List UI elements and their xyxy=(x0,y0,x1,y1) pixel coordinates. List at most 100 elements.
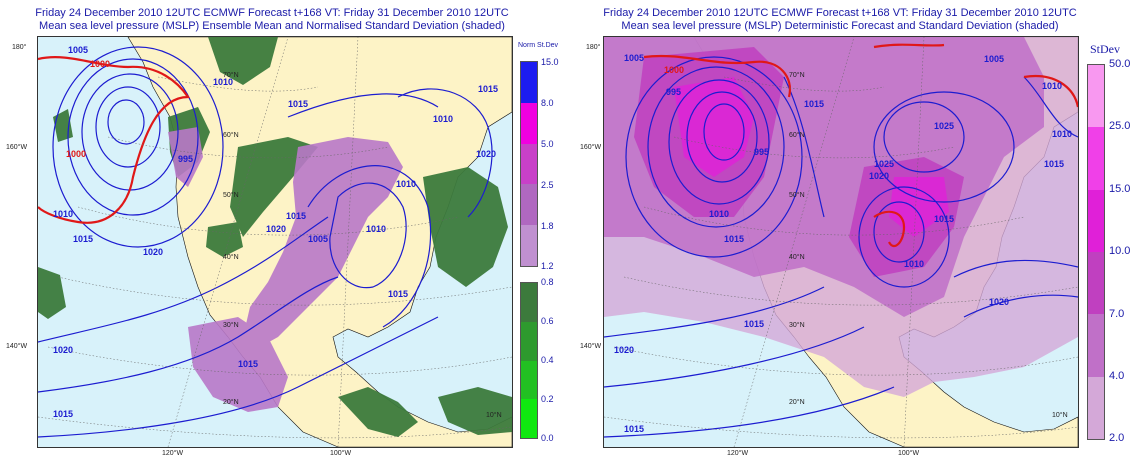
right-isobar-label: 1015 xyxy=(1044,159,1064,169)
right-title-line2: Mean sea level pressure (MSLP) Determini… xyxy=(621,20,1059,32)
right-grid-label: 20°N xyxy=(789,398,805,406)
left-legend-swatch xyxy=(521,184,537,226)
left-title-line2: Mean sea level pressure (MSLP) Ensemble … xyxy=(39,20,505,32)
left-grid-label: 60°N xyxy=(223,131,239,139)
left-isobar-label: 1005 xyxy=(68,45,88,55)
left-isobar-label: 1015 xyxy=(53,409,73,419)
right-legend-label: 4.0 xyxy=(1109,370,1125,382)
left-lon-160w-label: 160°W xyxy=(6,144,28,151)
right-lon-160w-label: 160°W xyxy=(580,144,602,151)
right-title-line1: Friday 24 December 2010 12UTC ECMWF Fore… xyxy=(603,7,1077,19)
left-legend-label: 1.2 xyxy=(541,261,554,271)
left-legend-swatch xyxy=(521,360,537,400)
left-legend-label: 5.0 xyxy=(541,139,554,149)
right-isobar-label: 1015 xyxy=(724,234,744,244)
right-map: 1000 995 1005 1010 1015 1025 1025 1020 1… xyxy=(603,36,1079,448)
right-red-contour-low xyxy=(873,210,906,248)
left-lon-180-label: 180° xyxy=(12,44,27,51)
left-legend-label: 0.6 xyxy=(541,316,554,326)
right-legend-label: 2.0 xyxy=(1109,432,1125,444)
right-isobar-label: 1015 xyxy=(934,214,954,224)
right-lon-140w-label: 140°W xyxy=(580,343,602,350)
right-lon-180-label: 180° xyxy=(586,44,601,51)
left-grid-label: 20°N xyxy=(223,398,239,406)
right-red-contour-ne xyxy=(873,43,945,49)
right-lon-100w-label: 100°W xyxy=(898,450,920,457)
right-legend-swatch xyxy=(1088,189,1104,252)
right-grid-label: 10°N xyxy=(1052,411,1068,419)
right-legend-label: 50.0 xyxy=(1109,58,1131,70)
right-legend-swatch xyxy=(1088,127,1104,190)
left-legend-label: 8.0 xyxy=(541,98,554,108)
left-isobar-label: 1015 xyxy=(73,234,93,244)
left-grid-label: 50°N xyxy=(223,191,239,199)
right-grid-label: 40°N xyxy=(789,253,805,261)
left-isobar-label: 1000 xyxy=(66,149,86,159)
left-isobar-label: 1020 xyxy=(266,224,286,234)
left-isobar-label: 1020 xyxy=(53,345,73,355)
left-lon-100w-label: 100°W xyxy=(330,450,352,457)
left-isobar-label: 1015 xyxy=(288,99,308,109)
left-red-contour xyxy=(38,56,191,224)
right-legend-bar xyxy=(1087,64,1105,440)
left-legend-swatch xyxy=(521,102,537,144)
right-legend-swatch xyxy=(1088,376,1104,439)
left-grid-label: 10°N xyxy=(486,411,502,419)
right-isobar-label: 1005 xyxy=(984,54,1004,64)
left-legend-label: 15.0 xyxy=(541,57,559,67)
right-legend-label: 10.0 xyxy=(1109,245,1131,257)
left-legend-bar-upper xyxy=(520,61,538,267)
right-isobar-label: 1020 xyxy=(869,171,889,181)
right-legend-swatch xyxy=(1088,252,1104,315)
right-isobar-label: 1020 xyxy=(989,297,1009,307)
left-isobar-label: 1015 xyxy=(238,359,258,369)
right-legend-label: 25.0 xyxy=(1109,120,1131,132)
left-legend-title: Norm St.Dev xyxy=(518,42,559,49)
left-legend-swatch xyxy=(521,62,537,103)
right-isobar-label: 1020 xyxy=(614,345,634,355)
right-graticule xyxy=(604,37,1078,447)
left-legend-label: 0.2 xyxy=(541,394,554,404)
right-legend-title: StDev xyxy=(1090,42,1120,56)
left-grid-label: 40°N xyxy=(223,253,239,261)
left-isobar-label: 1010 xyxy=(53,209,73,219)
left-isobar-label: 1010 xyxy=(433,114,453,124)
left-legend-label: 2.5 xyxy=(541,180,554,190)
right-isobar-label: 995 xyxy=(666,87,681,97)
left-green-shade xyxy=(38,37,512,437)
right-red-contour-n xyxy=(1023,74,1078,108)
right-legend-label: 15.0 xyxy=(1109,183,1131,195)
left-legend-label: 1.8 xyxy=(541,221,554,231)
right-isobar-label: 1015 xyxy=(804,99,824,109)
left-lon-140w-label: 140°W xyxy=(6,343,28,350)
right-isobar-label: 1015 xyxy=(624,424,644,434)
right-map-svg: 1000 995 1005 1010 1015 1025 1025 1020 1… xyxy=(604,37,1078,447)
right-legend-swatch xyxy=(1088,314,1104,377)
left-legend-swatch xyxy=(521,143,537,185)
left-isobar-label: 1015 xyxy=(286,211,306,221)
left-graticule xyxy=(38,37,512,447)
right-isobar-label: 1010 xyxy=(1042,81,1062,91)
right-grid-label: 60°N xyxy=(789,131,805,139)
left-isobar-label: 995 xyxy=(178,154,193,164)
right-isobar-label: 1010 xyxy=(904,259,924,269)
right-isobar-label: 1000 xyxy=(664,65,684,75)
right-grid-label: 30°N xyxy=(789,321,805,329)
left-isobar-label: 1020 xyxy=(476,149,496,159)
right-isobar-label: 1010 xyxy=(1052,129,1072,139)
right-lon-120w-label: 120°W xyxy=(727,450,749,457)
right-panel: Friday 24 December 2010 12UTC ECMWF Fore… xyxy=(570,0,1139,467)
left-legend-swatch xyxy=(521,283,537,322)
left-legend-label: 0.4 xyxy=(541,355,554,365)
left-title-line1: Friday 24 December 2010 12UTC ECMWF Fore… xyxy=(35,7,509,19)
left-legend-label: 0.8 xyxy=(541,277,554,287)
left-isobar-label: 1015 xyxy=(388,289,408,299)
right-grid-label: 70°N xyxy=(789,71,805,79)
right-red-contour xyxy=(643,54,792,98)
right-isobar-label: 995 xyxy=(754,147,769,157)
left-grid-labels: 70°N 60°N 50°N 40°N 30°N 20°N 10°N xyxy=(223,71,502,419)
right-isobar-label: 1025 xyxy=(874,159,894,169)
left-isobar-label: 1015 xyxy=(478,84,498,94)
right-isobar-label: 1010 xyxy=(709,209,729,219)
left-isobar-label: 1005 xyxy=(308,234,328,244)
